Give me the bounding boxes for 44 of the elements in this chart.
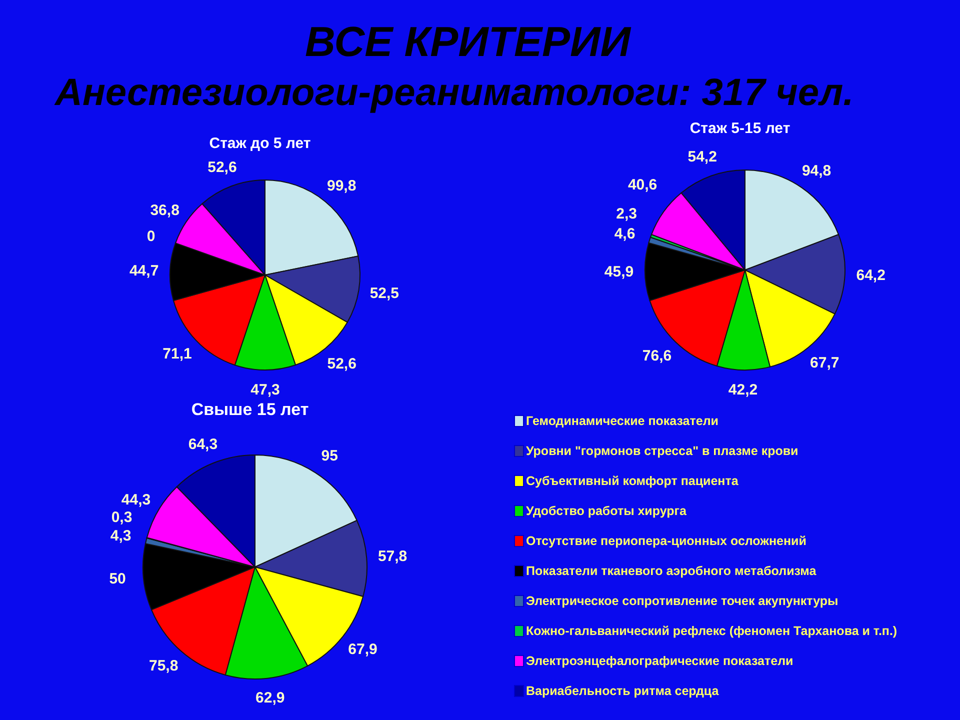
data-label: 42,2 — [728, 381, 758, 398]
data-label: 44,7 — [129, 262, 159, 280]
data-label: 50 — [109, 570, 126, 588]
chart-title: Стаж до 5 лет — [208, 135, 312, 152]
data-label: 67,7 — [810, 354, 840, 372]
chart-title: Свыше 15 лет — [190, 400, 310, 420]
data-label: 2,3 — [616, 206, 637, 223]
legend-label: Показатели тканевого аэробного метаболизма — [526, 564, 816, 578]
text: ВСЕ КРИТЕРИИ — [305, 18, 630, 66]
legend-label: Кожно-гальванический рефлекс (феномен Тарханова и т.п.) — [526, 624, 898, 638]
data-label: 94,8 — [802, 162, 832, 180]
data-label: 71,1 — [162, 346, 192, 363]
text: Анестезиологи-реаниматологи: 317 чел. — [55, 72, 854, 115]
data-label: 75,8 — [149, 657, 178, 674]
legend-label: Уровни "гормонов стресса" в плазме крови — [526, 444, 798, 458]
data-label: 57,8 — [378, 548, 408, 565]
data-label: 99,8 — [326, 177, 356, 194]
data-label: 45,9 — [604, 264, 634, 281]
legend-label: Отсутствие периопера-ционных осложнений — [526, 534, 806, 548]
data-label: 52,6 — [327, 355, 356, 372]
legend-label: Электроэнцефалографические показатели — [526, 654, 794, 668]
data-label: 76,6 — [642, 347, 672, 364]
legend-label: Удобство работы хирурга — [526, 504, 686, 518]
data-label: 67,9 — [348, 640, 378, 658]
data-label: 52,5 — [370, 284, 400, 302]
chart-title: Стаж 5-15 лет — [688, 120, 792, 137]
data-label: 0,3 — [111, 509, 132, 526]
data-label: 36,8 — [150, 202, 180, 219]
legend-label: Субъективный комфорт пациента — [526, 474, 738, 488]
legend-label: Гемодинамические показатели — [526, 414, 718, 428]
data-label: 4,6 — [614, 226, 636, 243]
data-label: 64,3 — [188, 436, 218, 454]
data-label: 95 — [321, 447, 338, 464]
data-label: 47,3 — [250, 382, 280, 398]
legend-label: Электрическое сопротивление точек акупунктуры — [526, 594, 838, 608]
data-label: 62,9 — [256, 690, 285, 707]
data-label: 54,2 — [688, 148, 717, 166]
data-label: 52,6 — [208, 158, 237, 176]
data-label: 4,3 — [110, 528, 132, 545]
data-label: 40,6 — [628, 176, 658, 194]
data-label: 64,2 — [856, 267, 886, 284]
data-label: 44,3 — [121, 492, 151, 509]
legend-label: Вариабельность ритма сердца — [526, 684, 719, 698]
text: 0 — [146, 228, 156, 245]
